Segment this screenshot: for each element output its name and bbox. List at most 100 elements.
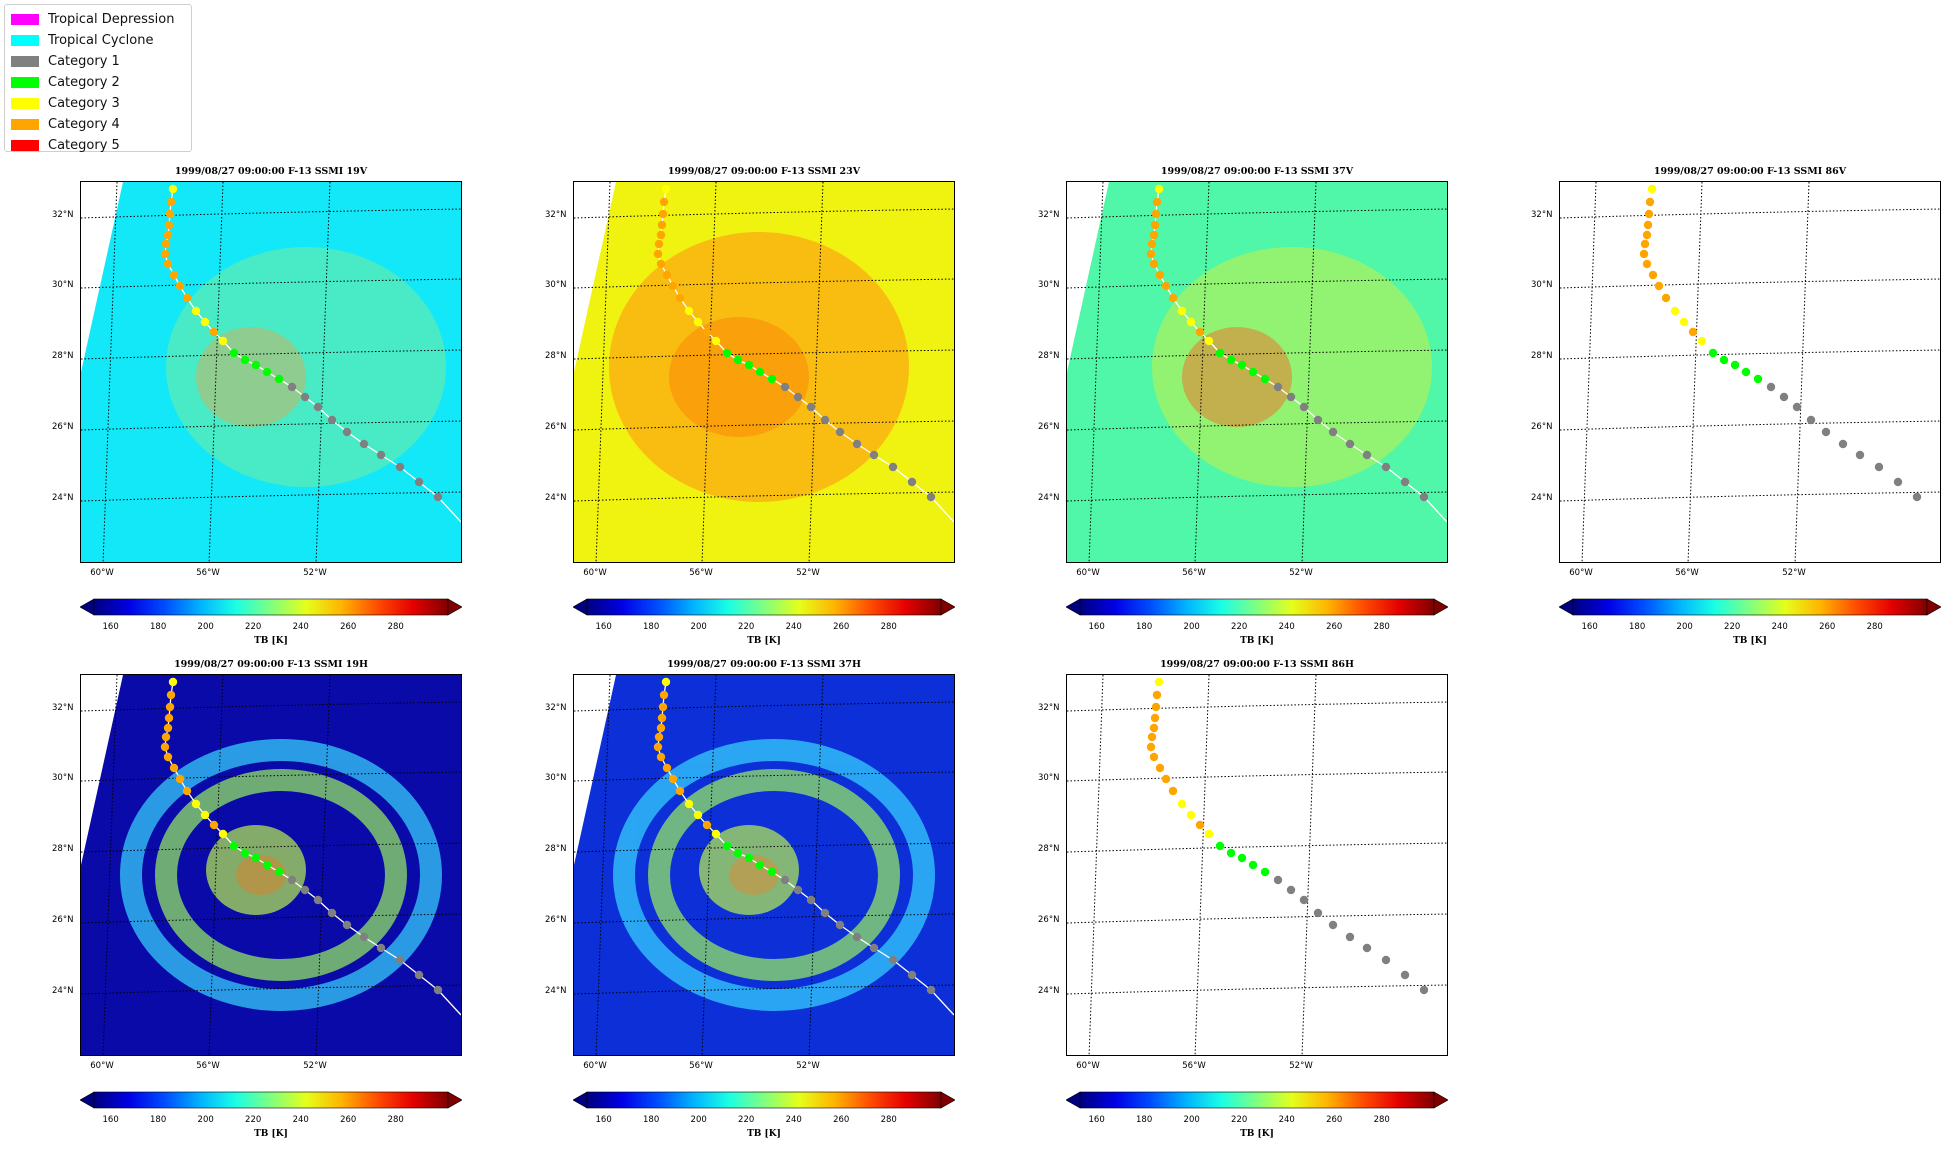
longitude-label: 56°W [1182,568,1206,578]
track-point [820,415,830,425]
colorbar [573,598,955,616]
longitude-gridline [595,182,611,562]
track-point [654,239,664,249]
track-point [1195,327,1205,337]
latitude-label: 24°N [545,493,567,503]
longitude-label: 56°W [1675,568,1699,578]
track-point [675,293,685,303]
colorbar-tick-label: 280 [1373,622,1390,632]
track-point [191,306,201,316]
longitude-gridline [1301,182,1317,562]
track-point [164,713,174,723]
track-point [395,462,405,472]
latitude-label: 28°N [1531,351,1553,361]
brightness-temperature-panel: 1999/08/27 09:00:00 F-13 SSMI 86H 32°N 30°… [1038,659,1448,1159]
satellite-map [80,674,462,1056]
track-point [702,327,712,337]
track-point [229,348,239,358]
track-point [1152,690,1162,700]
colorbar-tick-label: 260 [833,1115,850,1125]
track-point [240,848,250,858]
latitude-label: 24°N [1038,986,1060,996]
track-point [1155,270,1165,280]
track-point [359,439,369,449]
track-point [793,885,803,895]
track-point [191,799,201,809]
track-point [1161,774,1171,784]
longitude-gridline [208,182,224,562]
track-point [780,382,790,392]
track-point [1741,367,1751,377]
latitude-label: 30°N [1038,280,1060,290]
track-point [1147,239,1157,249]
track-point [1152,197,1162,207]
colorbar-tick-label: 200 [1183,1115,1200,1125]
track-point [1149,752,1159,762]
track-point [200,317,210,327]
colorbar-tick-label: 200 [197,622,214,632]
latitude-gridline [1067,984,1447,995]
track-point [659,197,669,207]
colorbar-tick-label: 220 [1231,1115,1248,1125]
track-point [169,763,179,773]
longitude-label: 56°W [196,1061,220,1071]
longitude-label: 56°W [689,1061,713,1071]
track-point [1226,355,1236,365]
latitude-label: 32°N [1038,210,1060,220]
latitude-label: 26°N [52,422,74,432]
colorbar-tick-label: 220 [738,1115,755,1125]
track-point [359,932,369,942]
track-point [163,259,173,269]
track-point [711,336,721,346]
track-point [1654,281,1664,291]
track-point [1648,270,1658,280]
track-point [693,810,703,820]
colorbar-tick-label: 240 [1771,622,1788,632]
track-point [1730,360,1740,370]
track-point [1151,702,1161,712]
track-point [733,355,743,365]
track-point [1345,439,1355,449]
track-point [668,281,678,291]
latitude-label: 30°N [52,773,74,783]
track-point [1400,970,1410,980]
latitude-label: 32°N [1038,703,1060,713]
track-point [1806,415,1816,425]
track-point [1855,450,1865,460]
track-point [1215,841,1225,851]
track-point [1149,259,1159,269]
storm-structure [166,247,446,487]
track-point [926,492,936,502]
colorbar-tick-label: 180 [643,622,660,632]
track-point [1146,742,1156,752]
track-point [1381,955,1391,965]
track-point [661,677,671,687]
satellite-map [1559,181,1941,563]
track-point [1753,374,1763,384]
legend-label: Tropical Cyclone [48,33,154,48]
track-point [161,239,171,249]
no-data-swath-edge [574,182,616,372]
track-point [1688,327,1698,337]
latitude-gridline [1067,842,1447,853]
track-point [744,360,754,370]
latitude-gridline [1560,208,1940,219]
colorbar-tick-label: 220 [1724,622,1741,632]
track-point [1639,249,1649,259]
legend-item: Category 1 [11,51,185,72]
colorbar-tick-label: 160 [595,622,612,632]
longitude-label: 52°W [303,568,327,578]
longitude-gridline [1088,182,1104,562]
track-point [869,450,879,460]
track-point [1226,848,1236,858]
colorbar-tick-label: 240 [785,622,802,632]
track-point [1419,985,1429,995]
latitude-label: 32°N [545,703,567,713]
legend-item: Category 2 [11,72,185,93]
brightness-temperature-panel: 1999/08/27 09:00:00 F-13 SSMI 86V 32°N 30°… [1531,166,1941,666]
longitude-gridline [102,182,118,562]
colorbar-tick-label: 280 [880,622,897,632]
track-point [1400,477,1410,487]
track-point [327,415,337,425]
no-data-swath-edge [81,182,123,372]
